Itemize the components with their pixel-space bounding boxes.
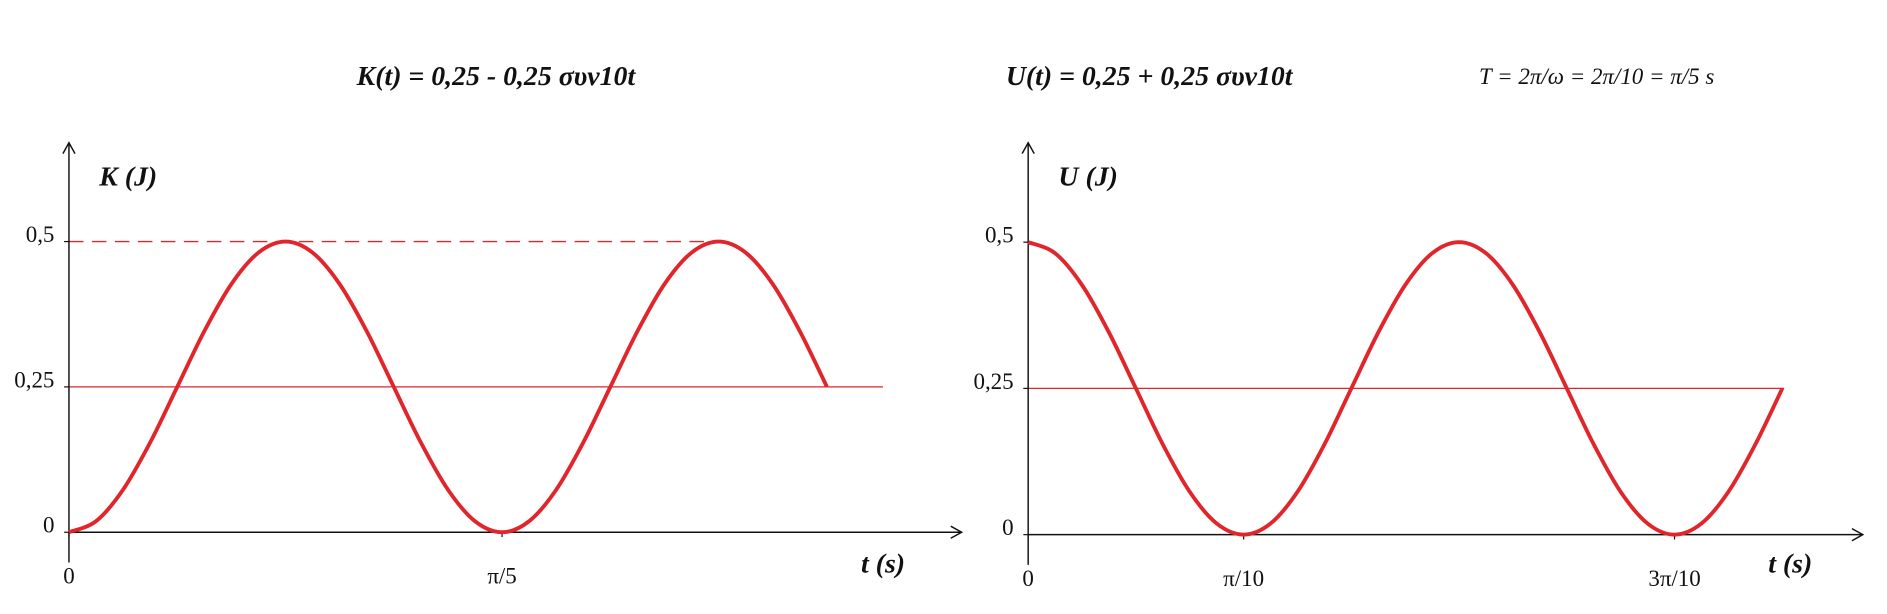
y-axis-label: U (J) [1058,161,1117,192]
y-tick-label: 0 [43,513,54,538]
y-tick-label: 0,5 [985,223,1014,248]
x-axis-label: t (s) [861,548,905,579]
y-tick-label: 0,5 [26,222,55,247]
y-axis-arrow [1021,141,1035,154]
y-tick-label: 0,25 [973,369,1013,394]
chart-title: K(t) = 0,25 - 0,25 συν10t [356,61,637,92]
y-axis-label: K (J) [98,161,157,192]
x-tick-label: π/10 [1223,566,1264,591]
x-axis-arrow [950,525,964,539]
y-tick-label: 0 [1002,515,1013,540]
x-tick-label: 0 [1022,566,1033,591]
x-axis-label: t (s) [1768,548,1812,579]
y-tick-label: 0,25 [14,367,54,392]
curve [1027,240,1785,537]
x-tick-label: π/5 [487,563,516,588]
y-axis-arrow [62,141,76,154]
curve [68,239,829,535]
x-tick-label: 3π/10 [1648,566,1700,591]
chart-title: U(t) = 0,25 + 0,25 συν10t [1006,61,1294,92]
annotation: T = 2π/ω = 2π/10 = π/5 s [1479,64,1714,89]
x-axis-arrow [1851,527,1865,542]
x-tick-label: 0 [63,563,74,588]
